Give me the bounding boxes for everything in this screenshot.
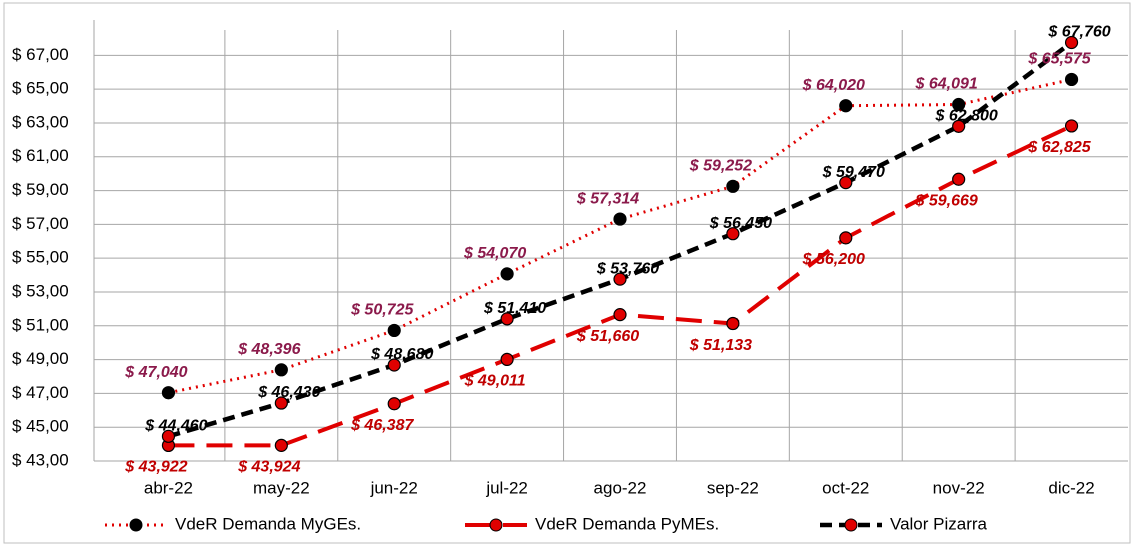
value-label: $ 48,396 [237,341,300,358]
value-label: $ 50,725 [350,302,414,319]
value-label: $ 57,314 [576,190,639,207]
marker [726,316,740,331]
value-label: $ 51,410 [483,300,546,317]
x-tick-label: jul-22 [485,478,528,497]
value-label: $ 62,800 [935,108,998,125]
value-label: $ 53,760 [596,260,659,277]
marker [387,323,401,338]
marker [387,397,401,411]
marker [387,358,401,372]
value-label: $ 59,470 [822,164,885,181]
legend-marker [489,518,503,532]
x-tick-label: jun-22 [370,478,418,497]
y-tick-label: $ 55,00 [12,248,69,267]
y-tick-label: $ 59,00 [12,180,69,199]
value-label: $ 65,575 [1027,51,1091,68]
y-tick-label: $ 43,00 [12,450,69,469]
marker [726,179,740,193]
marker [613,212,627,226]
value-label: $ 48,680 [370,346,433,363]
value-label: $ 44,460 [144,418,207,435]
value-label: $ 43,922 [124,459,187,476]
value-label: $ 46,430 [257,384,320,401]
value-label: $ 64,020 [802,77,865,94]
value-label: $ 54,070 [463,245,526,262]
y-tick-label: $ 57,00 [12,214,69,233]
value-label: $ 64,091 [915,76,978,93]
legend-label: VdeR Demanda MyGEs. [175,514,361,533]
value-label: $ 43,924 [237,459,300,476]
y-tick-label: $ 53,00 [12,281,69,300]
y-tick-label: $ 65,00 [12,79,69,98]
marker [274,363,288,377]
marker [613,272,627,286]
marker [274,438,288,452]
value-label: $ 67,760 [1047,24,1110,41]
marker [1064,35,1079,50]
y-tick-label: $ 45,00 [12,417,69,436]
y-tick-label: $ 67,00 [12,45,69,64]
y-tick-label: $ 61,00 [12,146,69,165]
value-label: $ 47,040 [124,364,187,381]
x-tick-label: ago-22 [594,478,647,497]
x-tick-label: sep-22 [707,478,759,497]
marker [952,97,966,112]
value-label: $ 62,825 [1027,139,1091,156]
value-label: $ 56,200 [802,251,865,268]
x-tick-label: nov-22 [933,478,985,497]
x-tick-label: may-22 [253,478,310,497]
value-label: $ 51,133 [689,337,752,354]
legend-label: Valor Pizarra [890,514,988,533]
y-tick-label: $ 63,00 [12,112,69,131]
value-label: $ 46,387 [350,417,414,434]
marker [1064,72,1079,87]
marker [952,172,966,186]
chart-border [3,2,1131,544]
marker [500,312,514,326]
legend-label: VdeR Demanda PyMEs. [535,514,719,533]
legend-marker [129,518,143,532]
marker [839,231,853,245]
marker [839,176,853,190]
legend-marker [844,518,858,532]
y-tick-label: $ 47,00 [12,383,69,402]
marker [1064,119,1079,133]
marker [839,99,853,113]
x-tick-label: oct-22 [822,478,869,497]
x-tick-label: abr-22 [144,478,193,497]
value-label: $ 59,669 [915,192,978,209]
y-tick-label: $ 51,00 [12,315,69,334]
marker [952,119,966,133]
marker [161,386,176,400]
value-label: $ 51,660 [576,328,639,345]
marker [500,267,514,281]
marker [161,429,176,443]
y-tick-label: $ 49,00 [12,349,69,368]
value-label: $ 49,011 [464,373,526,390]
value-label: $ 56,450 [709,215,772,232]
marker [613,308,627,322]
x-tick-label: dic-22 [1048,478,1094,497]
series-line [168,77,1072,395]
marker [274,396,288,410]
value-label: $ 59,252 [689,158,752,175]
marker [726,227,740,241]
marker [500,352,514,367]
